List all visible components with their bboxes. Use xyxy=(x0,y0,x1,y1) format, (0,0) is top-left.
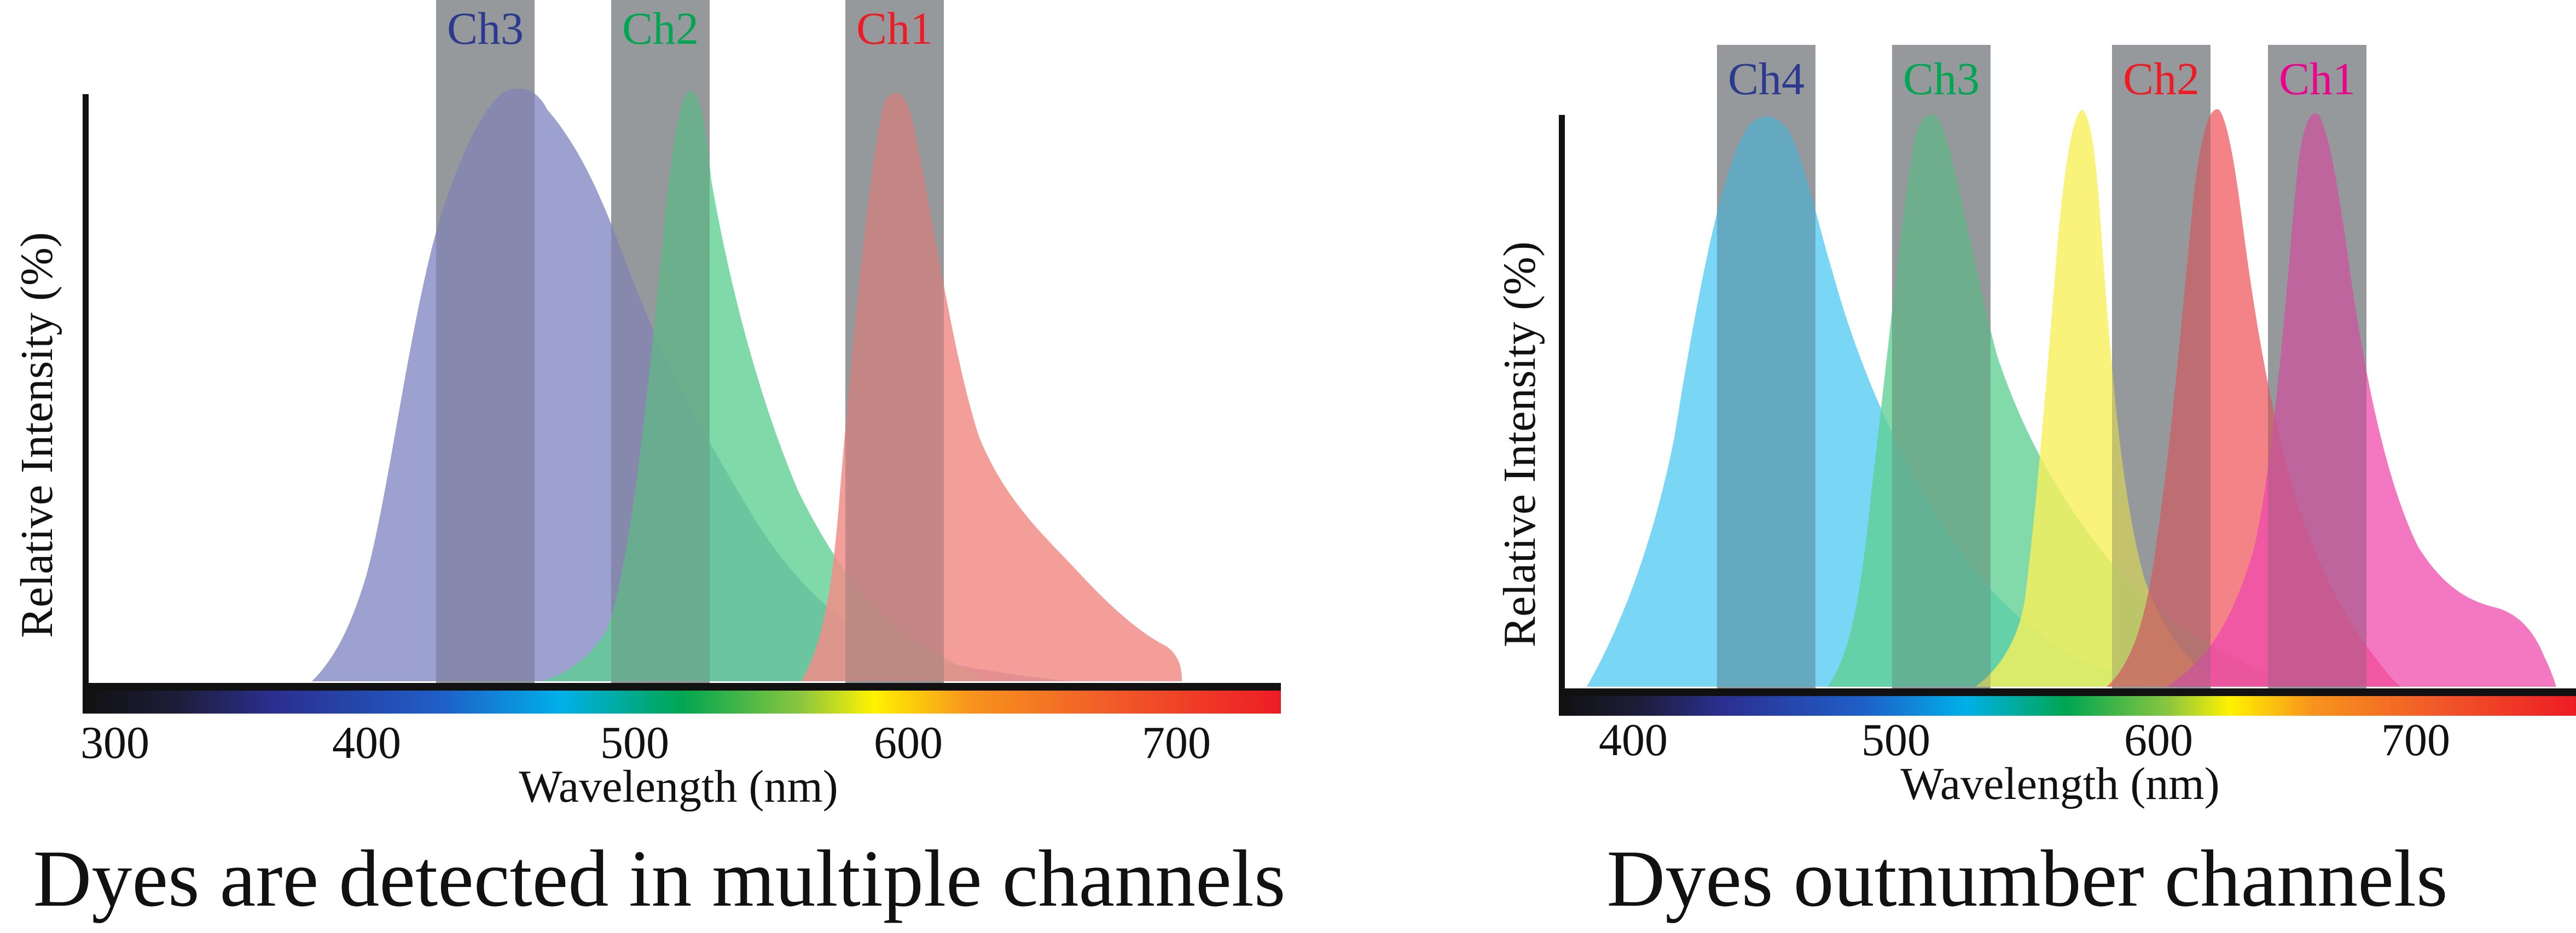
x-axis-left xyxy=(83,683,1281,691)
channel-label-ch3: Ch3 xyxy=(447,3,524,54)
x-axis-title: Wavelength (nm) xyxy=(1900,758,2219,809)
x-tick-label: 600 xyxy=(874,717,943,768)
x-tick-label: 700 xyxy=(1142,717,1211,768)
channel-label-ch1: Ch1 xyxy=(2279,54,2355,105)
channel-label-ch3: Ch3 xyxy=(1903,54,1980,105)
x-tick-label: 400 xyxy=(1599,715,1668,766)
x-axis-title: Wavelength (nm) xyxy=(519,761,838,812)
dye-spectrum-yellow xyxy=(1975,109,2221,687)
y-axis-right xyxy=(1559,115,1565,700)
x-axis-right xyxy=(1559,688,2576,696)
panel-right: Ch4 Ch3 Ch2 Ch1 400 500 600 700 Waveleng… xyxy=(1494,45,2576,924)
x-tick-label: 500 xyxy=(600,717,669,768)
x-tick-label: 700 xyxy=(2381,715,2450,766)
dye-spectrum-blue xyxy=(312,88,1067,681)
channel-label-ch4: Ch4 xyxy=(1728,54,1805,105)
spectrum-bar-left xyxy=(83,691,1281,714)
channel-label-ch1: Ch1 xyxy=(856,3,933,54)
y-axis-title: Relative Intensity (%) xyxy=(11,232,62,638)
dye-spectrum-green xyxy=(542,90,985,681)
dye-spectrum-red xyxy=(802,92,1182,681)
dye-spectrum-red xyxy=(2107,109,2402,687)
panel-caption: Dyes outnumber channels xyxy=(1606,834,2447,924)
spectrum-bar-right xyxy=(1559,696,2576,716)
y-axis-title: Relative Intensity (%) xyxy=(1494,241,1545,647)
x-tick-label: 600 xyxy=(2124,715,2193,766)
x-tick-label: 400 xyxy=(332,717,401,768)
y-axis-left xyxy=(83,94,89,707)
channel-label-ch2: Ch2 xyxy=(622,3,699,54)
panel-left: Ch3 Ch2 Ch1 300 400 500 600 700 Waveleng… xyxy=(11,0,1286,924)
x-tick-label: 300 xyxy=(80,717,149,768)
dye-spectrum-cyan xyxy=(1587,117,2189,687)
channel-label-ch2: Ch2 xyxy=(2123,54,2200,105)
dye-spectrum-magenta xyxy=(2167,113,2556,687)
dye-spectrum-green xyxy=(1827,114,2298,687)
x-tick-label: 500 xyxy=(1861,715,1930,766)
panel-caption: Dyes are detected in multiple channels xyxy=(33,834,1285,924)
